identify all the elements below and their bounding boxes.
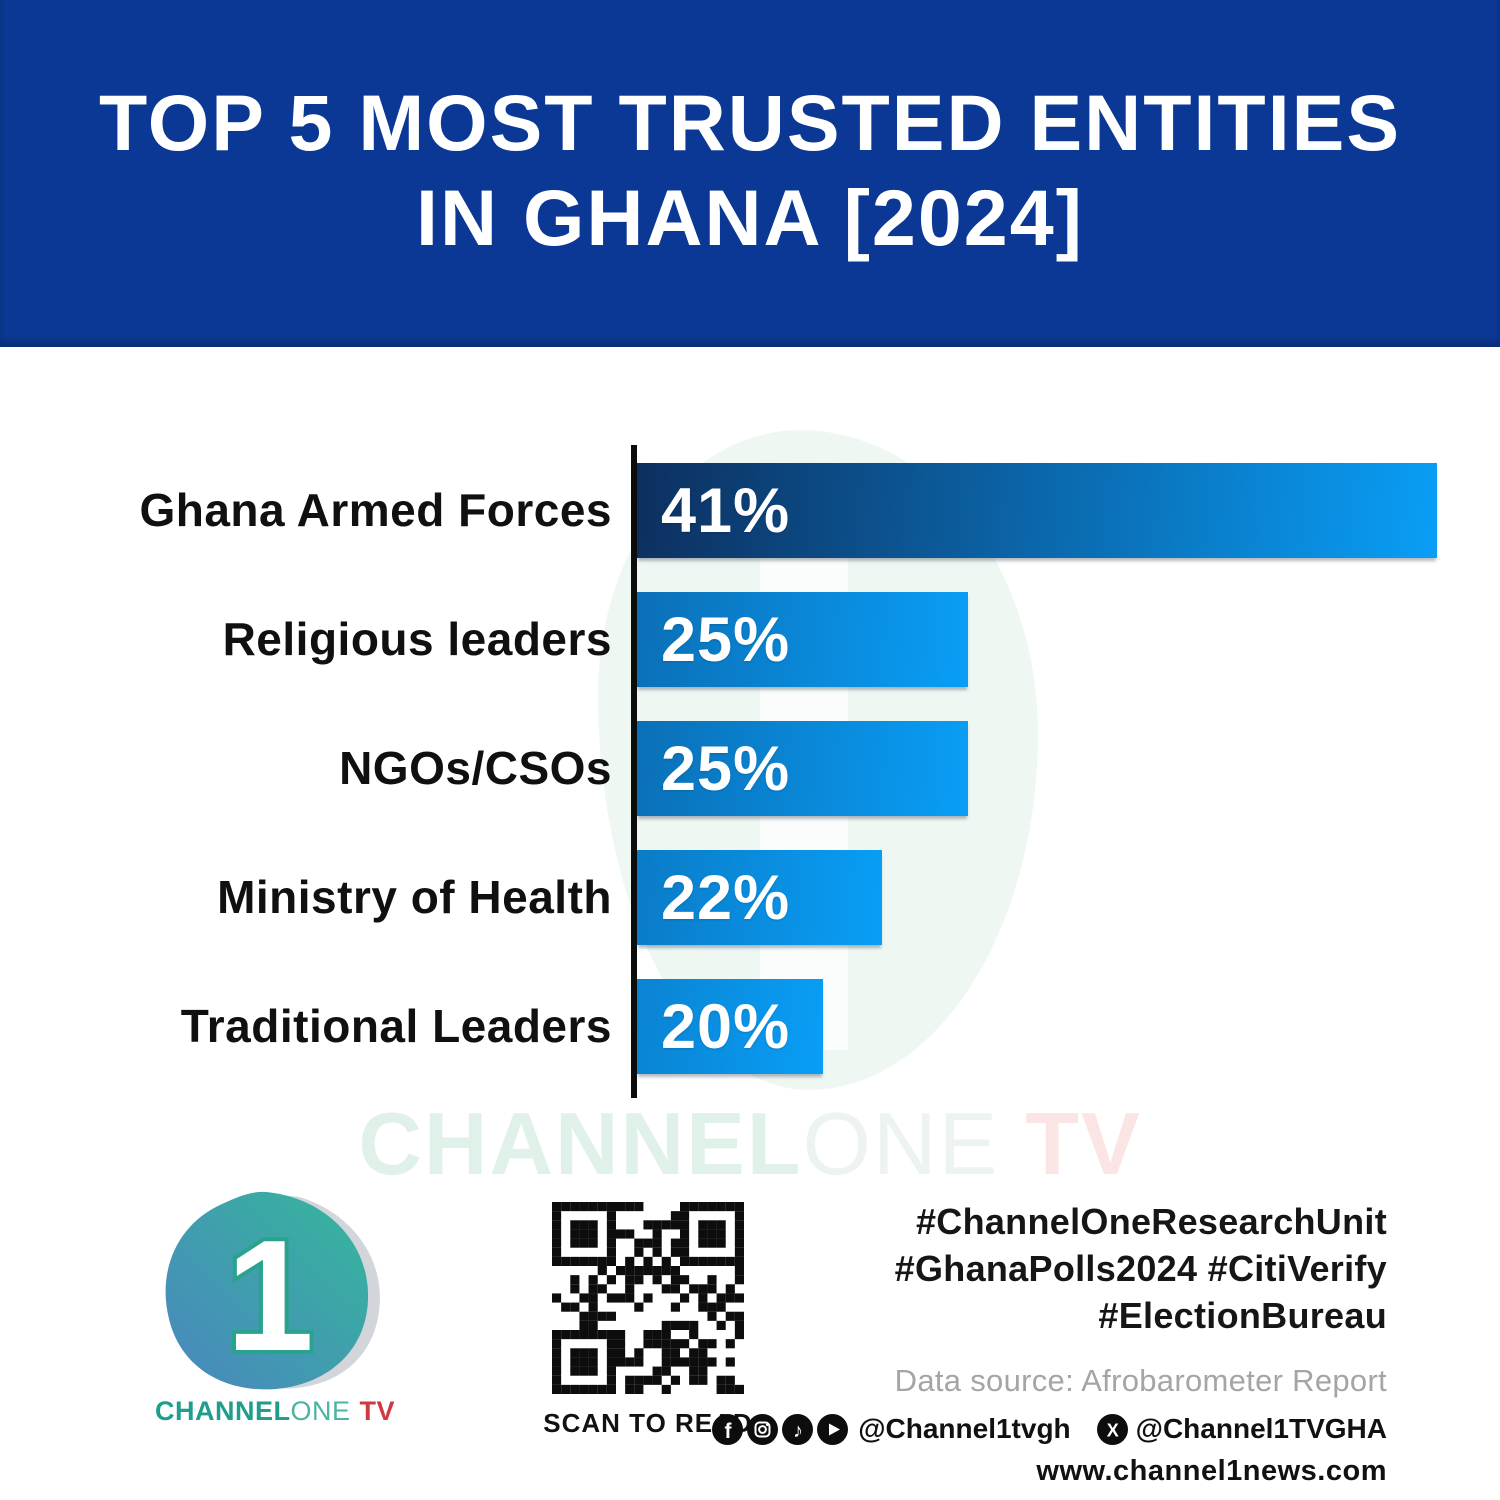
hashtag-line: #ElectionBureau — [1098, 1295, 1387, 1336]
value-label: 25% — [661, 733, 791, 804]
logo-one-mark: 1 — [226, 1208, 314, 1384]
social-row: f ♪ @Channel1tvgh X @Chann — [687, 1413, 1387, 1445]
x-icon: X — [1096, 1413, 1128, 1445]
category-label: Traditional Leaders — [180, 1000, 612, 1052]
value-label: 25% — [661, 604, 791, 675]
value-label: 41% — [661, 475, 791, 546]
svg-text:♪: ♪ — [793, 1420, 803, 1442]
svg-text:X: X — [1106, 1420, 1118, 1440]
watermark-channel: CHANNEL — [358, 1094, 803, 1193]
category-label: Ministry of Health — [217, 871, 612, 923]
bar: 25% — [637, 721, 968, 816]
social-handle-main: @Channel1tvgh — [858, 1413, 1071, 1444]
qr-code — [552, 1202, 744, 1394]
logo-word-one: ONE — [290, 1396, 351, 1426]
logo-word-channel: CHANNEL — [154, 1396, 291, 1426]
channel-one-logo: 1 — [165, 1191, 380, 1390]
social-icons: f ♪ — [712, 1413, 849, 1445]
value-label: 20% — [661, 991, 791, 1062]
watermark-tv: TV — [1025, 1094, 1142, 1193]
website-url: www.channel1news.com — [1036, 1455, 1387, 1487]
bar: 22% — [637, 850, 882, 945]
category-label: NGOs/CSOs — [339, 742, 612, 794]
youtube-icon — [817, 1413, 849, 1445]
category-label: Religious leaders — [222, 613, 612, 665]
bar: 20% — [637, 979, 823, 1074]
header-banner: TOP 5 MOST TRUSTED ENTITIES IN GHANA [20… — [0, 0, 1500, 347]
tiktok-icon: ♪ — [782, 1413, 814, 1445]
svg-text:f: f — [725, 1420, 733, 1443]
hashtag-line: #GhanaPolls2024 #CitiVerify — [894, 1248, 1387, 1289]
title-line-2: IN GHANA [2024] — [416, 172, 1084, 262]
footer-right-column: #ChannelOneResearchUnit #GhanaPolls2024 … — [687, 1198, 1387, 1488]
data-source-label: Data source: Afrobarometer Report — [894, 1363, 1387, 1398]
channel-one-tv-watermark: CHANNELONE TV — [0, 1093, 1500, 1195]
hashtag-line: #ChannelOneResearchUnit — [915, 1201, 1387, 1242]
logo-wordmark: CHANNELONE TV — [100, 1396, 450, 1427]
logo-word-tv: TV — [359, 1396, 396, 1426]
logo-pebble — [165, 1191, 369, 1390]
page-title: TOP 5 MOST TRUSTED ENTITIES IN GHANA [20… — [99, 76, 1401, 266]
chart-axis-line — [631, 445, 637, 1098]
social-handle-x: @Channel1TVGHA — [1135, 1413, 1387, 1444]
hashtags: #ChannelOneResearchUnit #GhanaPolls2024 … — [687, 1198, 1387, 1339]
title-line-1: TOP 5 MOST TRUSTED ENTITIES — [98, 77, 1402, 167]
trust-bar-chart: Ghana Armed Forces 41% Religious leaders 25… — [0, 360, 1500, 1120]
watermark-one: ONE — [802, 1094, 1000, 1193]
category-label: Ghana Armed Forces — [139, 484, 612, 536]
facebook-icon: f — [712, 1413, 744, 1445]
instagram-icon — [747, 1413, 779, 1445]
bar: 41% — [637, 463, 1437, 558]
bar: 25% — [637, 592, 968, 687]
value-label: 22% — [661, 862, 791, 933]
